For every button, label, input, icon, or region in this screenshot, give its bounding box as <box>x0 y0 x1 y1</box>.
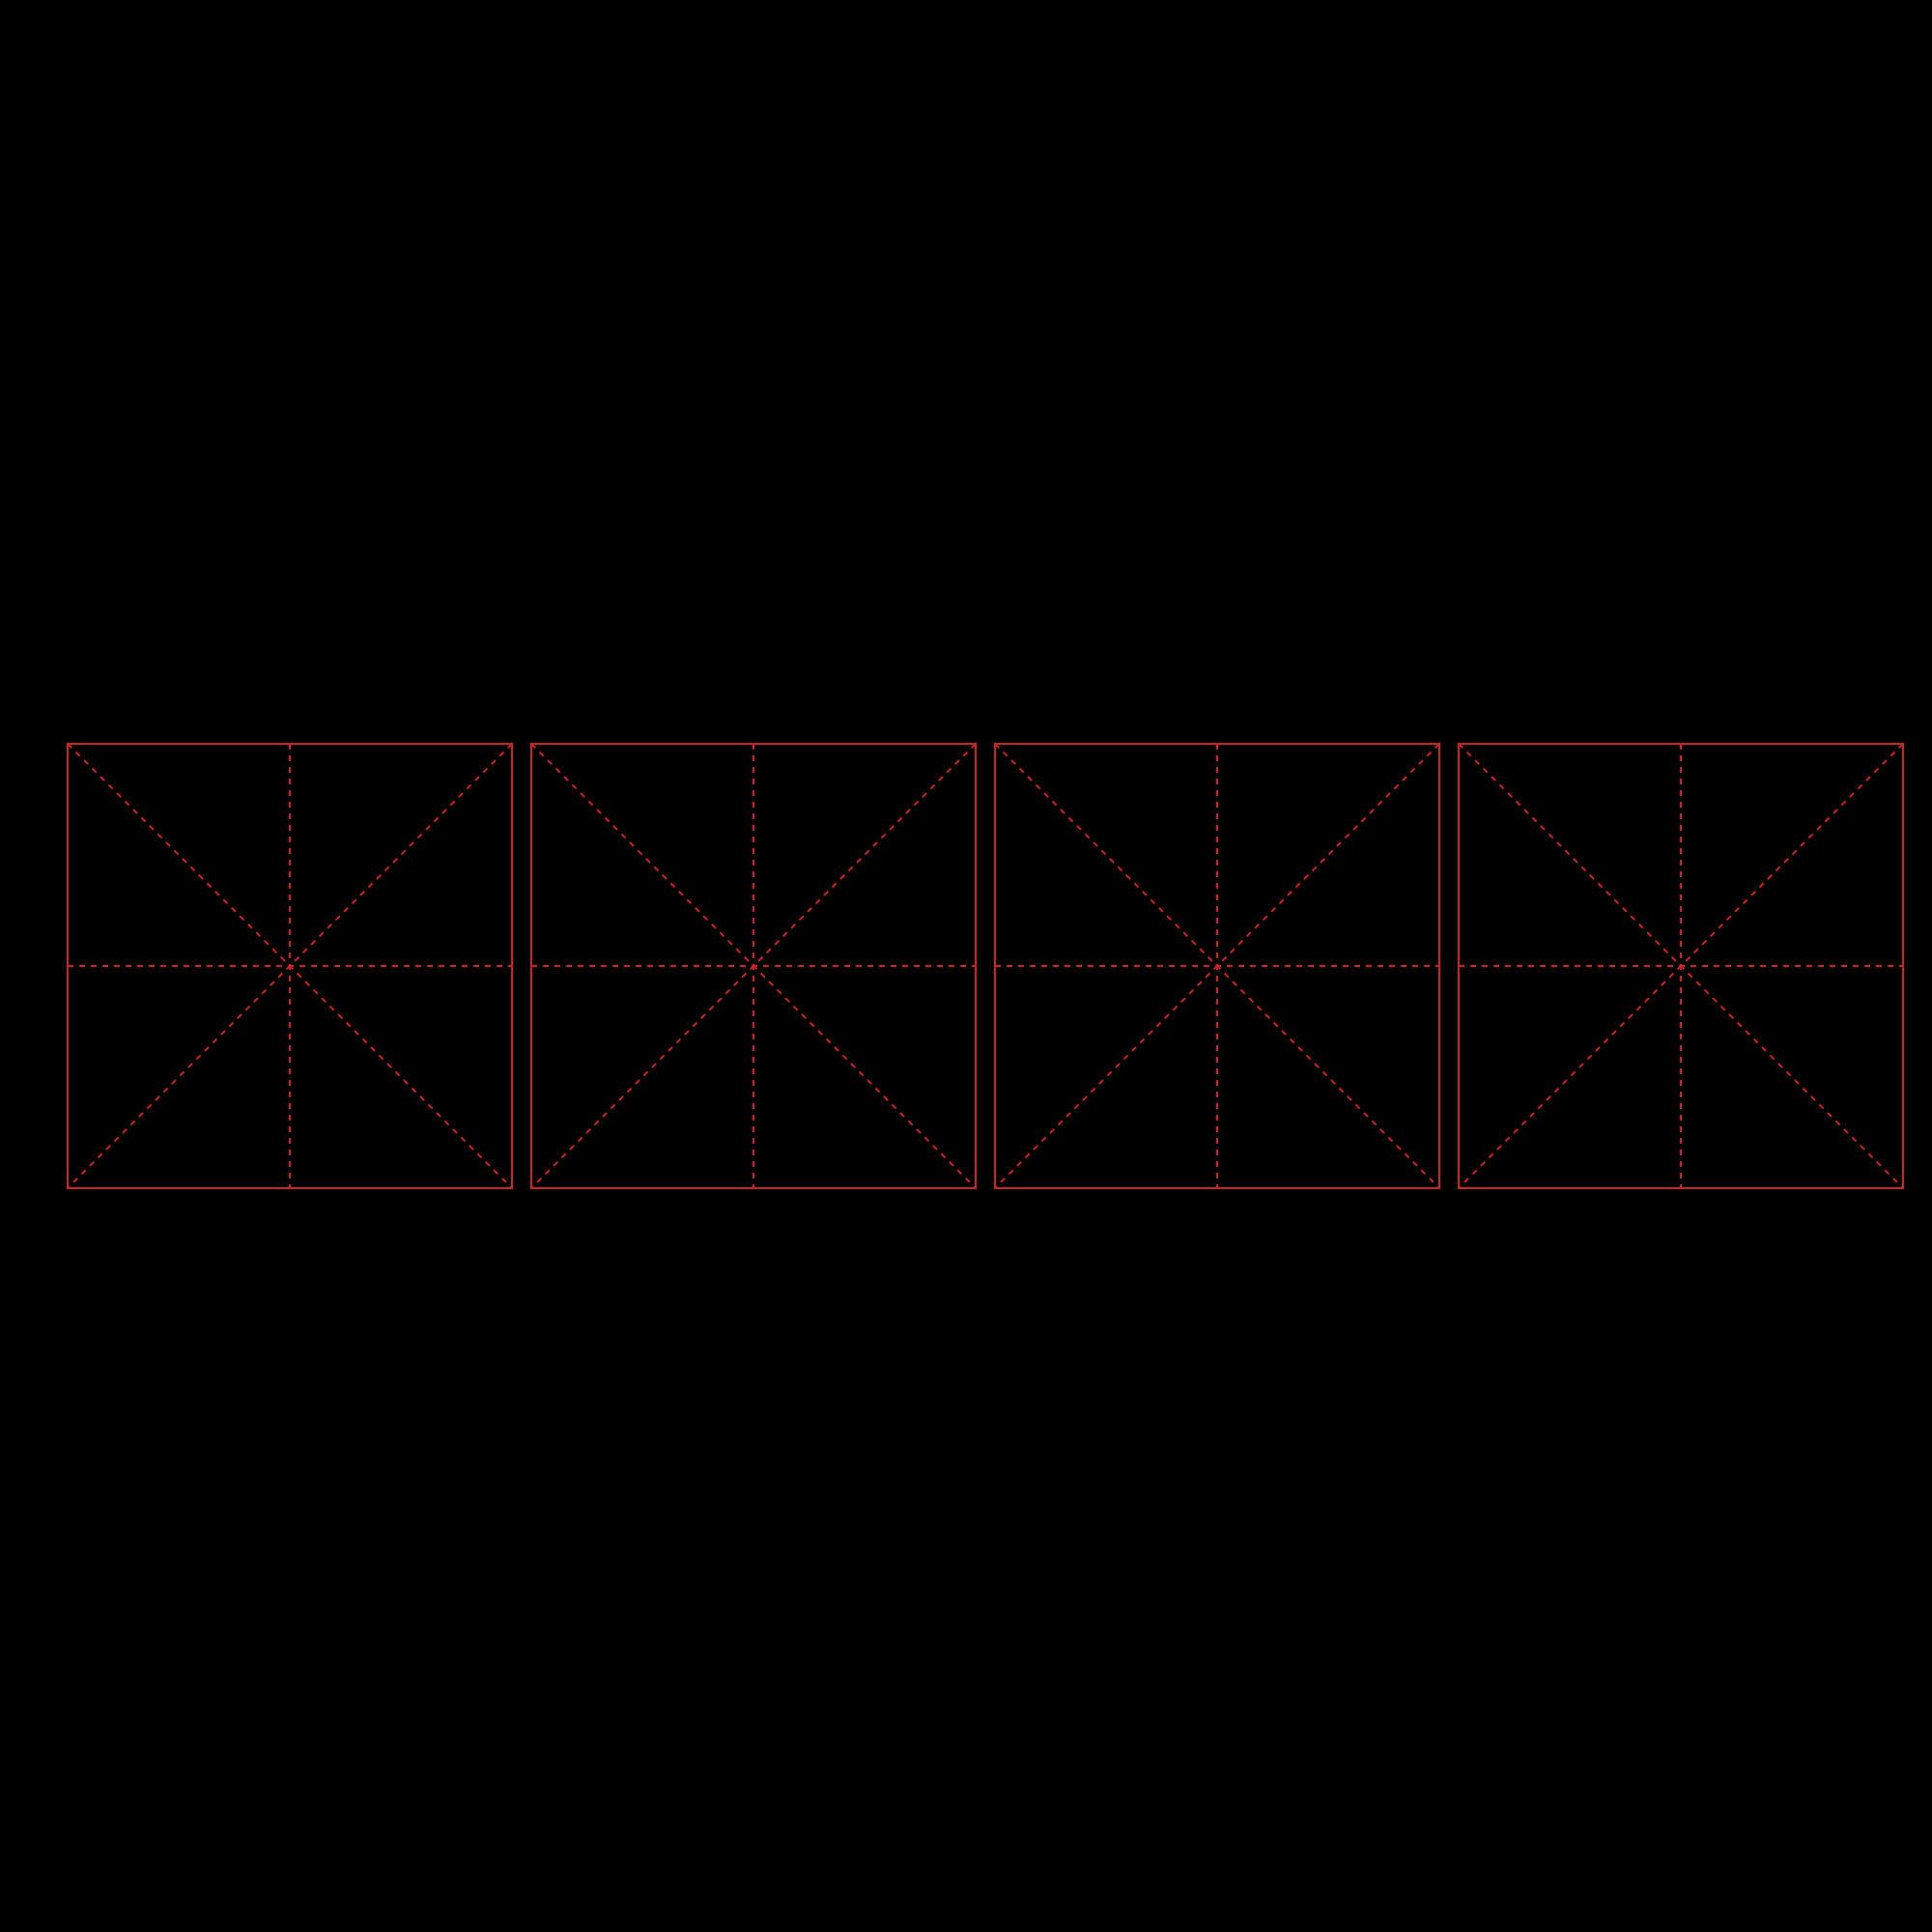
grid-diagram <box>0 0 1932 1932</box>
